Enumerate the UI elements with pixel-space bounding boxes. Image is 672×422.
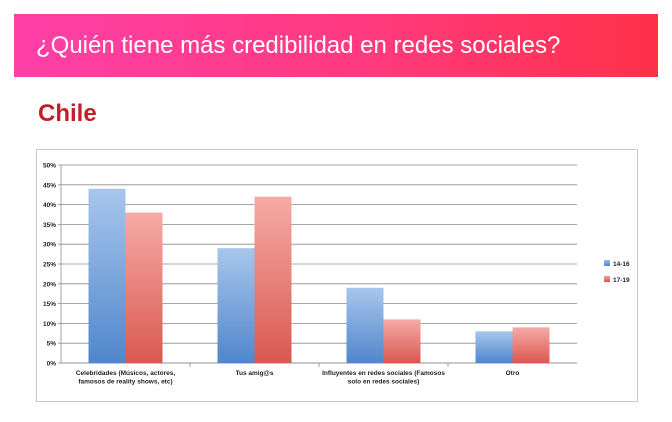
page-title: ¿Quién tiene más credibilidad en redes s… <box>36 32 561 59</box>
legend-label: 17-19 <box>613 277 630 284</box>
legend-swatch <box>604 276 610 282</box>
country-heading: Chile <box>38 100 97 127</box>
x-tick-label: Otro <box>506 370 520 377</box>
title-banner: ¿Quién tiene más credibilidad en redes s… <box>14 14 658 77</box>
y-tick-label: 5% <box>47 341 57 348</box>
bar-14-16 <box>346 287 384 363</box>
bar-17-19 <box>512 327 550 363</box>
y-tick-label: 20% <box>43 281 56 288</box>
bar-14-16 <box>475 331 513 363</box>
y-tick-label: 45% <box>43 182 56 189</box>
y-tick-label: 10% <box>43 321 56 328</box>
chart-container: 0% 5% 10% 15% 20% 25% 30% 35% 40% 45% 50% Celebrida… <box>36 149 638 402</box>
y-tick-label: 25% <box>43 262 56 269</box>
y-tick-label: 35% <box>43 222 56 229</box>
x-tick-label: Celebridades (Músicos, actores, <box>76 370 176 377</box>
y-tick-label: 40% <box>43 202 56 209</box>
legend-label: 14-16 <box>613 261 630 268</box>
x-tick-label: solo en redes sociales) <box>348 379 420 386</box>
bar-14-16 <box>88 188 126 363</box>
y-tick-label: 50% <box>43 163 56 170</box>
bar-17-19 <box>125 212 163 363</box>
x-tick-label: Tus amig@s <box>235 370 273 377</box>
bar-chart: 0% 5% 10% 15% 20% 25% 30% 35% 40% 45% 50% Celebrida… <box>43 163 630 386</box>
bar-17-19 <box>254 196 292 363</box>
bar-14-16 <box>217 248 255 363</box>
x-tick-label: famosos de reality shows, etc) <box>78 379 172 386</box>
legend-swatch <box>604 260 610 266</box>
bar-17-19 <box>383 319 421 363</box>
y-tick-label: 15% <box>43 301 56 308</box>
y-tick-label: 0% <box>47 361 57 368</box>
y-tick-label: 30% <box>43 242 56 249</box>
x-tick-label: Influyentes en redes sociales (Famosos <box>322 370 445 377</box>
